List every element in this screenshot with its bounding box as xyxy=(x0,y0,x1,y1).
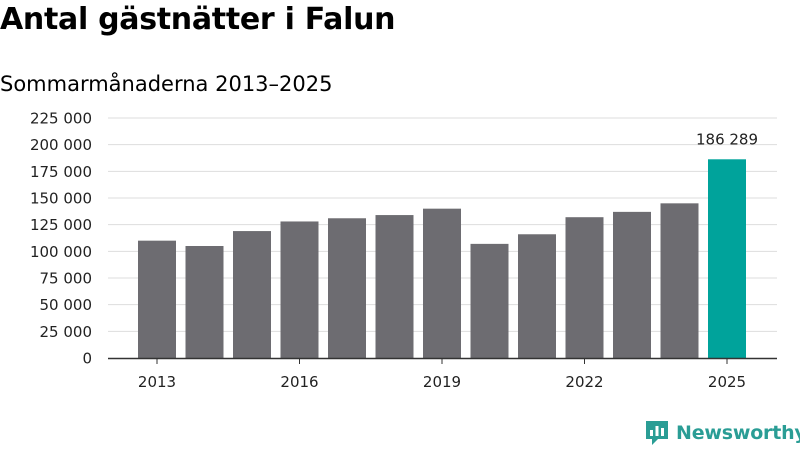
data-labels: 186 289 xyxy=(696,130,758,148)
bar xyxy=(613,211,651,358)
x-tick-label: 2019 xyxy=(423,373,461,391)
y-tick-label: 125 000 xyxy=(30,216,92,234)
y-tick-label: 0 xyxy=(82,350,92,368)
y-tick-label: 150 000 xyxy=(30,190,92,208)
y-tick-label: 25 000 xyxy=(40,323,93,341)
y-tick-label: 50 000 xyxy=(40,296,93,314)
x-tick-label: 2025 xyxy=(708,373,746,391)
y-tick-label: 175 000 xyxy=(30,163,92,181)
chart-subtitle: Sommarmånaderna 2013–2025 xyxy=(0,72,333,96)
newsworthy-logo-icon xyxy=(646,421,668,445)
x-tick-label: 2013 xyxy=(138,373,176,391)
bar xyxy=(233,231,271,358)
data-label: 186 289 xyxy=(696,130,758,148)
bar xyxy=(328,218,366,358)
y-axis-ticks: 0 25 000 50 000 75 000 100 000 125 000 150 000… xyxy=(30,110,92,368)
y-tick-label: 200 000 xyxy=(30,136,92,154)
x-axis-ticks: 2013 2016 2019 2022 2025 xyxy=(138,358,746,391)
bar xyxy=(660,203,699,358)
chart-title: Antal gästnätter i Falun xyxy=(0,2,396,37)
bar xyxy=(138,240,176,358)
newsworthy-logo: Newsworthy xyxy=(644,419,800,447)
bar-highlight xyxy=(708,159,746,358)
y-tick-label: 225 000 xyxy=(30,110,92,128)
bars xyxy=(138,159,746,358)
y-tick-label: 75 000 xyxy=(40,270,93,288)
y-tick-label: 100 000 xyxy=(30,243,92,261)
bar xyxy=(518,234,556,358)
bar xyxy=(280,221,319,358)
x-tick-label: 2016 xyxy=(280,373,318,391)
bar xyxy=(375,215,414,358)
bar xyxy=(565,217,604,358)
x-tick-label: 2022 xyxy=(565,373,603,391)
bar xyxy=(470,243,509,358)
newsworthy-logo-text: Newsworthy xyxy=(676,422,800,444)
bar xyxy=(423,208,461,358)
bar xyxy=(185,246,224,358)
